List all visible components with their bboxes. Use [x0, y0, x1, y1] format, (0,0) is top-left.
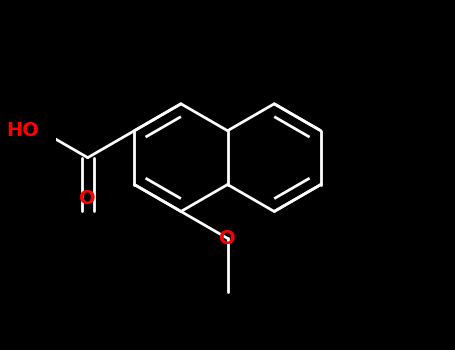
Text: O: O	[80, 189, 96, 208]
Text: O: O	[219, 229, 236, 248]
Text: HO: HO	[6, 121, 40, 140]
